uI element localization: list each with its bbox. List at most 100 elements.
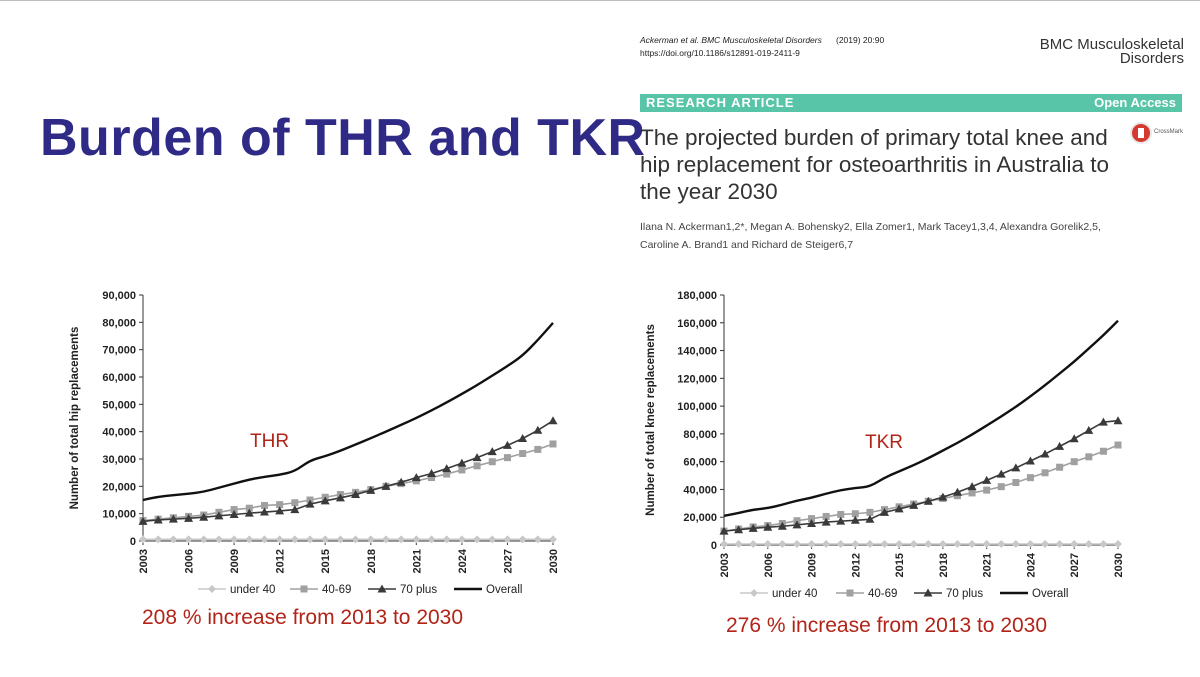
tkr-point-plus70 xyxy=(1011,463,1021,472)
tkr-point-under40 xyxy=(1114,540,1122,549)
tkr-point-plus70 xyxy=(923,496,933,505)
tkr-point-age40_69 xyxy=(983,486,991,494)
thr-point-plus70 xyxy=(366,485,376,494)
thr-y-tick-label: 90,000 xyxy=(102,290,136,302)
tkr-y-tick-label: 80,000 xyxy=(683,429,717,441)
tkr-point-plus70 xyxy=(763,522,773,531)
tkr-point-plus70 xyxy=(748,523,758,532)
thr-y-tick-label: 0 xyxy=(130,536,136,548)
tkr-point-under40 xyxy=(1099,540,1108,549)
thr-x-tick-label: 2018 xyxy=(366,549,378,573)
tkr-point-age40_69 xyxy=(851,510,859,518)
tkr-point-plus70 xyxy=(777,521,787,530)
tkr-legend-marker xyxy=(846,589,854,597)
thr-point-under40 xyxy=(503,535,512,544)
thr-point-age40_69 xyxy=(260,501,268,509)
thr-x-tick-label: 2003 xyxy=(138,549,150,573)
crossmark-badge: CrossMark xyxy=(1126,120,1186,150)
thr-point-plus70 xyxy=(351,490,361,499)
tkr-point-under40 xyxy=(720,540,728,549)
thr-point-age40_69 xyxy=(245,504,253,512)
thr-point-plus70 xyxy=(411,473,421,482)
tkr-y-tick-label: 20,000 xyxy=(683,512,717,524)
thr-legend-marker xyxy=(377,584,387,593)
tkr-point-age40_69 xyxy=(808,515,816,523)
tkr-y-tick-label: 40,000 xyxy=(683,484,717,496)
thr-point-under40 xyxy=(442,535,451,544)
tkr-point-age40_69 xyxy=(1056,463,1064,471)
tkr-legend-label: Overall xyxy=(1032,588,1068,600)
tkr-point-under40 xyxy=(807,540,816,549)
thr-point-under40 xyxy=(199,535,208,544)
thr-y-label: Number of total hip replacements xyxy=(69,327,81,510)
thr-point-plus70 xyxy=(487,447,497,456)
tkr-x-tick-label: 2018 xyxy=(938,553,950,577)
tkr-x-tick-label: 2027 xyxy=(1069,553,1081,577)
tkr-y-tick-label: 100,000 xyxy=(677,401,717,413)
tkr-point-under40 xyxy=(822,540,831,549)
tkr-legend-label: 40-69 xyxy=(868,588,897,600)
tkr-point-age40_69 xyxy=(837,510,845,518)
tkr-point-plus70 xyxy=(734,525,744,534)
thr-point-age40_69 xyxy=(428,474,436,482)
thr-point-plus70 xyxy=(305,499,315,508)
thr-legend-marker xyxy=(208,585,216,593)
thr-line-plus70 xyxy=(142,420,554,523)
authors-line1: Ilana N. Ackerman1,2*, Megan A. Bohensky… xyxy=(640,221,1101,233)
tkr-point-under40 xyxy=(778,540,787,549)
tkr-point-under40 xyxy=(1084,540,1093,549)
thr-point-under40 xyxy=(412,535,421,544)
tkr-point-plus70 xyxy=(938,492,948,501)
thr-series-overall xyxy=(142,321,554,502)
tkr-point-plus70 xyxy=(1040,449,1050,458)
thr-point-under40 xyxy=(336,535,345,544)
thr-y-tick-label: 70,000 xyxy=(102,345,136,357)
tkr-point-plus70 xyxy=(1084,425,1094,434)
tkr-line-plus70 xyxy=(723,419,1119,532)
tkr-point-plus70 xyxy=(792,520,802,529)
tkr-y-tick-label: 140,000 xyxy=(677,346,717,358)
thr-y-tick-label: 80,000 xyxy=(102,317,136,329)
thr-point-under40 xyxy=(533,535,542,544)
thr-point-plus70 xyxy=(259,507,269,516)
article-type-bar: RESEARCH ARTICLE Open Access xyxy=(640,94,1182,112)
tkr-point-under40 xyxy=(968,540,977,549)
thr-x-tick-label: 2015 xyxy=(320,549,332,573)
tkr-series-plus70 xyxy=(719,416,1123,535)
tkr-point-under40 xyxy=(836,540,845,549)
thr-point-under40 xyxy=(275,535,284,544)
thr-point-under40 xyxy=(457,535,466,544)
tkr-point-plus70 xyxy=(1098,417,1108,426)
tkr-point-under40 xyxy=(938,540,947,549)
thr-point-plus70 xyxy=(533,425,543,434)
tkr-point-plus70 xyxy=(807,518,817,527)
tkr-point-plus70 xyxy=(719,526,729,535)
access-label: Open Access xyxy=(1094,95,1176,110)
thr-legend-marker xyxy=(300,585,308,593)
thr-legend-age40_69: 40-69 xyxy=(290,584,351,596)
thr-point-plus70 xyxy=(244,508,254,517)
paper-citation: Ackerman et al. BMC Musculoskeletal Diso… xyxy=(640,34,884,60)
tkr-point-under40 xyxy=(909,540,918,549)
thr-point-plus70 xyxy=(472,453,482,462)
thr-point-under40 xyxy=(230,535,239,544)
tkr-legend-plus70: 70 plus xyxy=(914,588,983,600)
tkr-y-tick-label: 180,000 xyxy=(677,290,717,302)
thr-y-tick-label: 20,000 xyxy=(102,481,136,493)
thr-point-under40 xyxy=(169,535,178,544)
tkr-point-plus70 xyxy=(1069,434,1079,443)
thr-chart: 0 10,000 20,000 30,000 40,000 50,000 60,000 70,… xyxy=(69,290,560,596)
tkr-y-tick-label: 0 xyxy=(711,540,717,552)
tkr-point-under40 xyxy=(865,540,874,549)
thr-x-tick-label: 2012 xyxy=(275,549,287,573)
tkr-point-under40 xyxy=(982,540,991,549)
thr-point-plus70 xyxy=(168,514,178,523)
tkr-y-tick-label: 120,000 xyxy=(677,373,717,385)
tkr-point-plus70 xyxy=(850,515,860,524)
crossmark-label: CrossMark xyxy=(1154,129,1184,135)
thr-point-plus70 xyxy=(381,481,391,490)
thr-line-age40_69 xyxy=(142,443,554,522)
thr-legend-under40: under 40 xyxy=(198,584,275,596)
thr-point-under40 xyxy=(154,535,163,544)
